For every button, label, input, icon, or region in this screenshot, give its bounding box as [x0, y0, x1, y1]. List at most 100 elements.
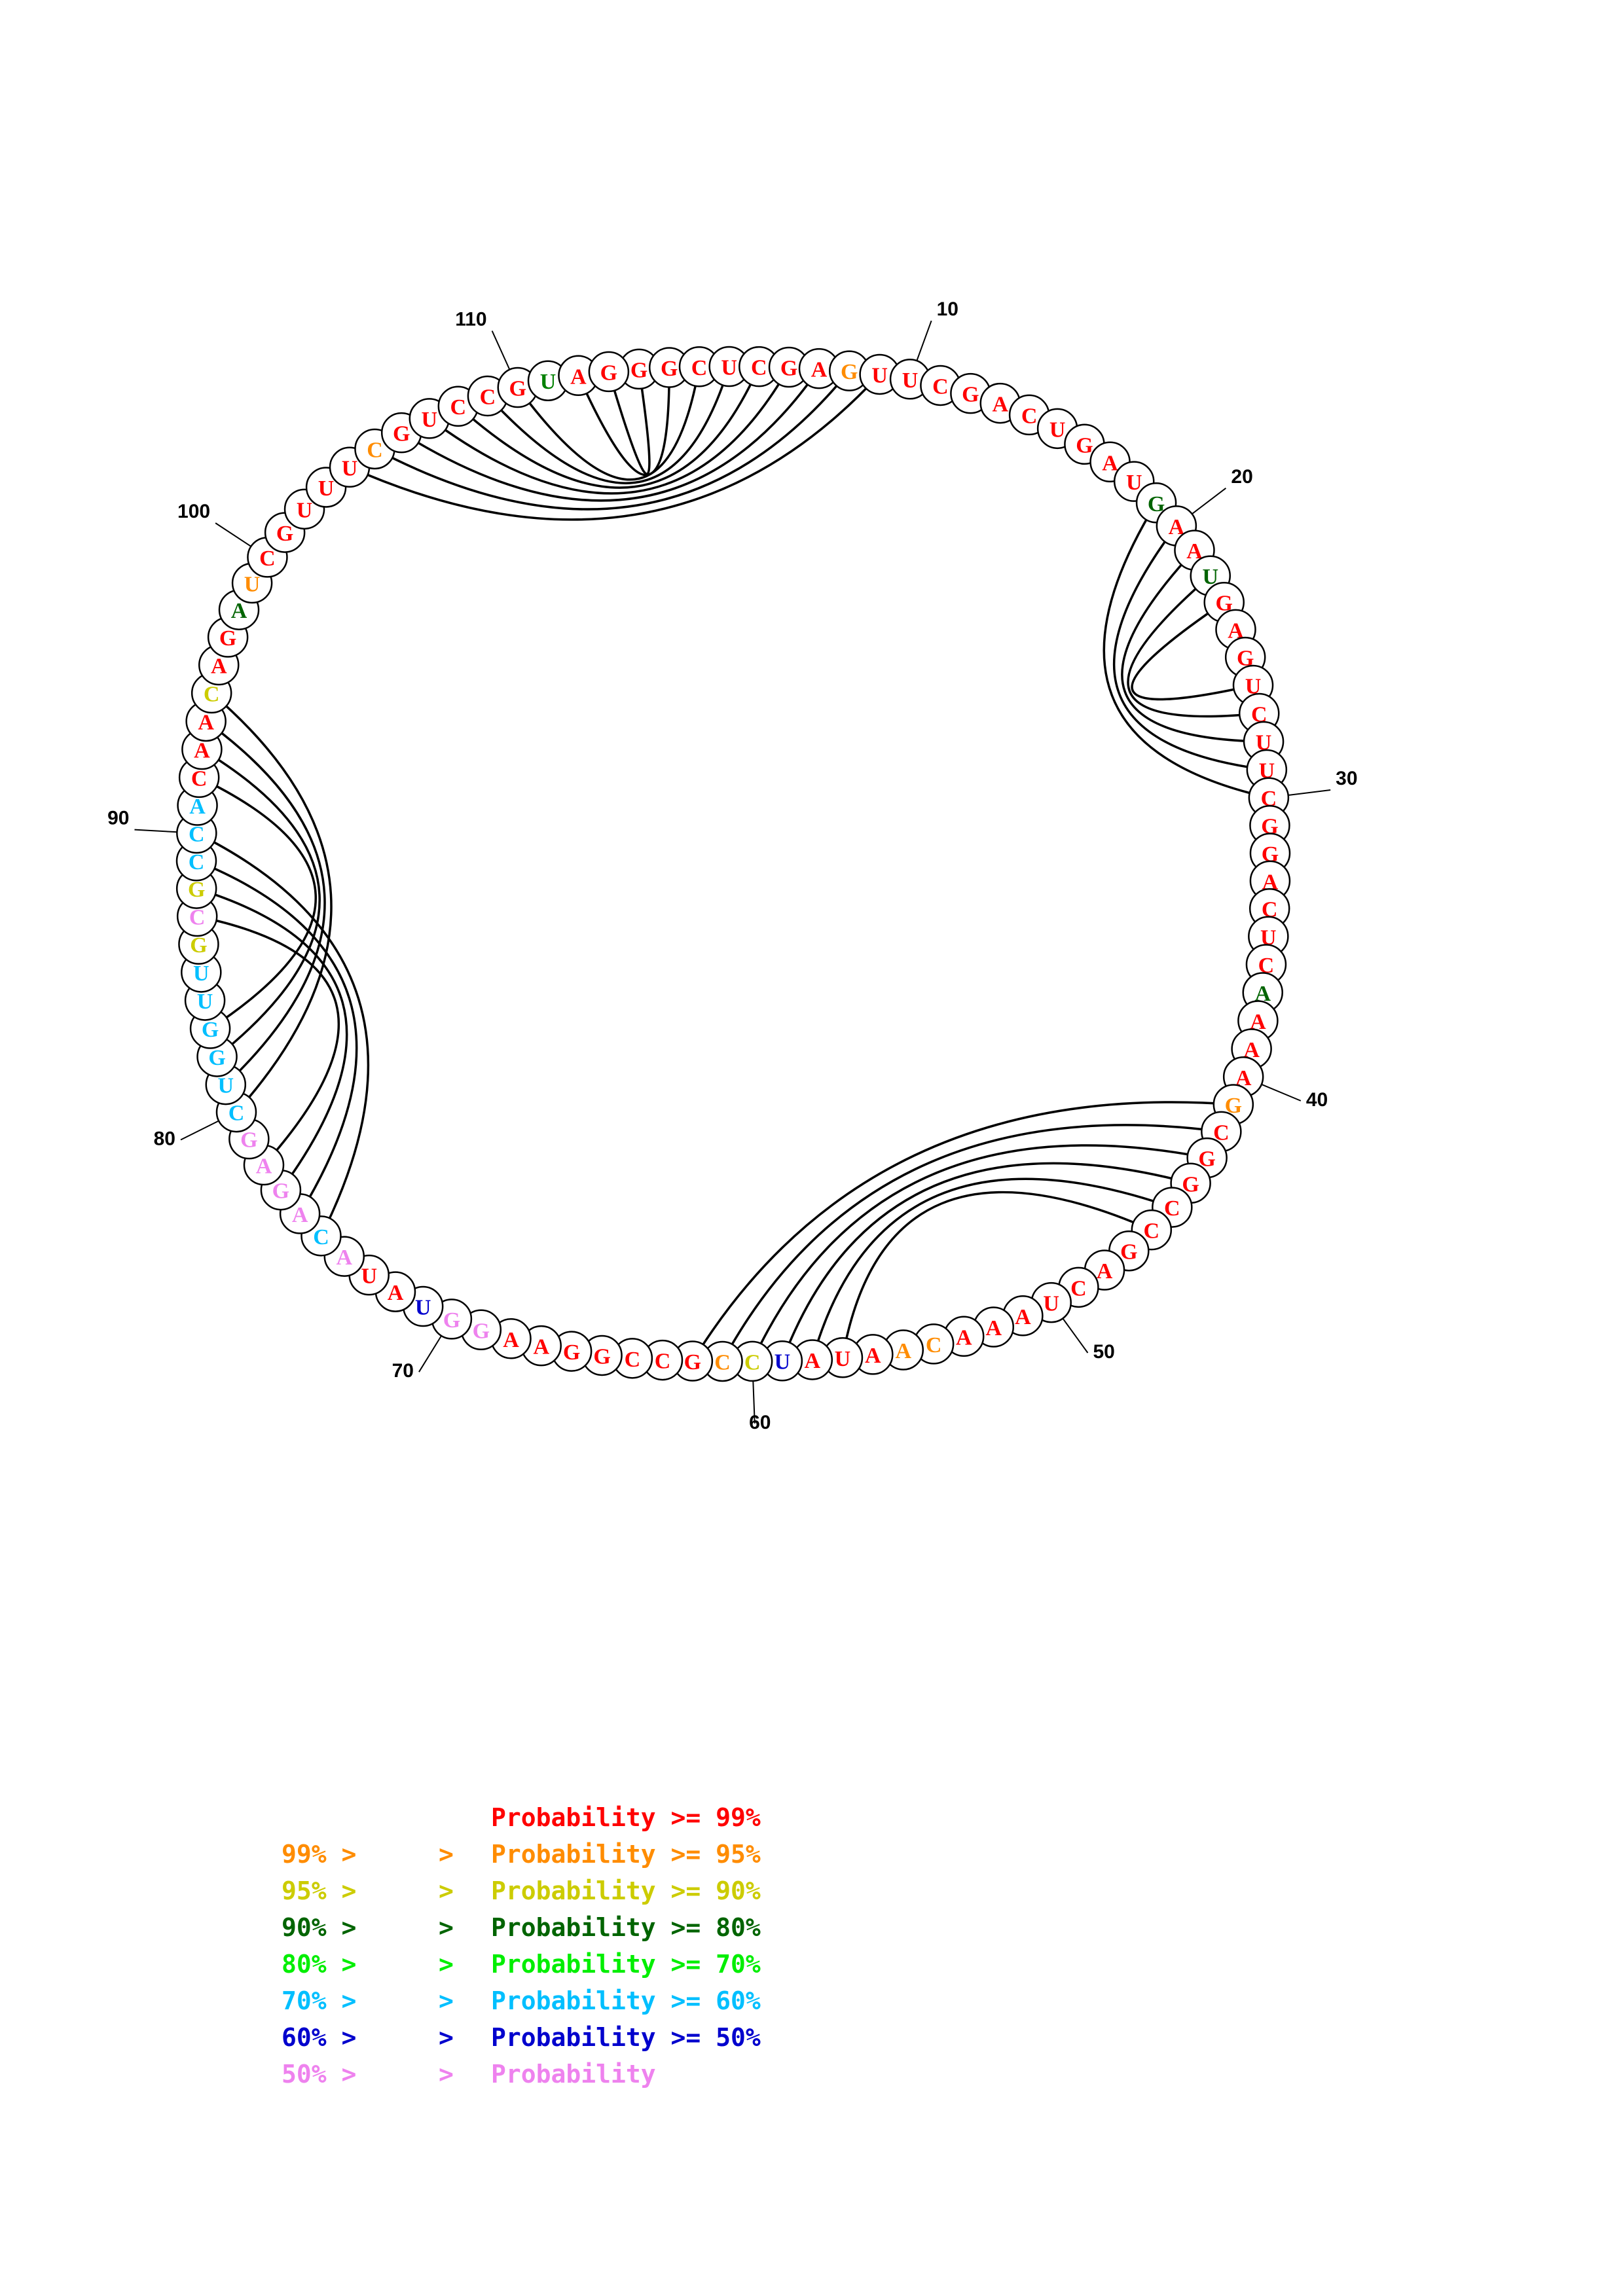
- svg-text:C: C: [480, 385, 496, 409]
- position-label-20: 20: [1231, 466, 1252, 488]
- svg-text:Probability: Probability: [491, 2060, 656, 2089]
- svg-text:G: G: [188, 878, 205, 902]
- svg-text:95% >: 95% >: [282, 1876, 356, 1905]
- svg-text:50% >: 50% >: [282, 2060, 356, 2089]
- svg-text:U: U: [297, 498, 313, 522]
- svg-text:C: C: [1021, 404, 1038, 428]
- svg-text:A: A: [1097, 1259, 1113, 1283]
- legend-item-1: 99% > > Probability >= 95%: [282, 1840, 761, 1869]
- svg-text:90% >: 90% >: [282, 1913, 356, 1942]
- svg-text:U: U: [342, 456, 358, 480]
- svg-text:A: A: [189, 795, 206, 819]
- svg-text:G: G: [600, 361, 617, 385]
- svg-text:G: G: [509, 377, 526, 401]
- svg-text:G: G: [661, 357, 678, 381]
- position-label-90: 90: [107, 808, 129, 829]
- position-label-10: 10: [937, 298, 958, 320]
- svg-text:A: A: [256, 1154, 272, 1178]
- svg-text:A: A: [811, 358, 828, 382]
- svg-text:>: >: [439, 1986, 454, 2015]
- svg-text:C: C: [714, 1350, 731, 1374]
- svg-text:G: G: [630, 358, 647, 382]
- svg-text:U: U: [835, 1347, 851, 1371]
- svg-text:G: G: [780, 357, 797, 381]
- svg-text:C: C: [228, 1102, 245, 1126]
- svg-text:Probability >= 70%: Probability >= 70%: [491, 1950, 761, 1979]
- svg-text:Probability >= 60%: Probability >= 60%: [491, 1986, 761, 2015]
- svg-text:U: U: [871, 363, 888, 387]
- svg-text:Probability >= 99%: Probability >= 99%: [491, 1803, 761, 1832]
- svg-text:A: A: [336, 1246, 352, 1270]
- legend-item-2: 95% > > Probability >= 90%: [282, 1876, 761, 1905]
- svg-text:U: U: [193, 961, 210, 986]
- svg-text:70% >: 70% >: [282, 1986, 356, 2015]
- svg-text:U: U: [218, 1074, 234, 1098]
- svg-text:A: A: [231, 599, 247, 623]
- svg-text:A: A: [985, 1316, 1002, 1340]
- svg-text:G: G: [841, 360, 858, 384]
- position-tick-10: [917, 321, 931, 361]
- position-label-60: 60: [749, 1412, 771, 1433]
- position-number-labels: 10 20 30 40 50 60 70 80 90 100 110: [107, 298, 1357, 1433]
- svg-text:>: >: [439, 1950, 454, 1979]
- svg-text:A: A: [1102, 451, 1118, 475]
- svg-text:A: A: [388, 1281, 404, 1305]
- svg-text:C: C: [751, 356, 767, 380]
- position-label-80: 80: [154, 1128, 175, 1150]
- svg-text:G: G: [1076, 433, 1093, 457]
- svg-text:U: U: [361, 1265, 377, 1289]
- svg-text:C: C: [744, 1350, 761, 1374]
- position-label-50: 50: [1093, 1341, 1114, 1363]
- nucleotide-circles[interactable]: G G C U C G A G U U C G A CUGAUGAAUGAGUCUUCGGACUCAAAA…: [177, 347, 1290, 1381]
- svg-text:A: A: [198, 710, 214, 734]
- svg-text:U: U: [244, 572, 261, 596]
- svg-text:A: A: [805, 1349, 821, 1373]
- position-label-30: 30: [1336, 768, 1357, 789]
- svg-text:>: >: [439, 1840, 454, 1869]
- svg-text:A: A: [956, 1325, 972, 1350]
- svg-text:A: A: [533, 1335, 549, 1359]
- svg-text:G: G: [563, 1340, 580, 1365]
- svg-text:Probability >= 50%: Probability >= 50%: [491, 2023, 761, 2052]
- svg-text:C: C: [313, 1225, 329, 1249]
- svg-text:C: C: [189, 823, 205, 847]
- svg-text:A: A: [194, 738, 210, 762]
- svg-text:A: A: [211, 655, 227, 679]
- svg-text:U: U: [902, 368, 919, 393]
- position-tick-70: [419, 1336, 441, 1372]
- position-tick-110: [492, 331, 510, 370]
- svg-text:G: G: [272, 1179, 289, 1204]
- svg-text:G: G: [473, 1319, 490, 1343]
- svg-text:80% >: 80% >: [282, 1950, 356, 1979]
- svg-text:G: G: [593, 1344, 610, 1369]
- svg-text:U: U: [318, 476, 335, 501]
- svg-text:U: U: [721, 356, 737, 380]
- svg-text:G: G: [962, 383, 979, 407]
- probability-legend: Probability >= 99% 99% > > Probability >= 9…: [282, 1803, 761, 2089]
- legend-item-6: 60% > > Probability >= 50%: [282, 2023, 761, 2052]
- position-tick-40: [1262, 1085, 1301, 1101]
- svg-text:U: U: [775, 1350, 791, 1374]
- rna-structure-diagram: GGCUCGAGUUCGACUGAUGAAUGAGUCUUCGGACUCAAAA…: [0, 0, 1623, 2296]
- position-label-70: 70: [392, 1360, 414, 1382]
- legend-item-5: 70% > > Probability >= 60%: [282, 1986, 761, 2015]
- svg-text:C: C: [926, 1333, 942, 1357]
- legend-item-0: Probability >= 99%: [491, 1803, 761, 1832]
- svg-text:C: C: [655, 1350, 671, 1374]
- svg-text:A: A: [895, 1339, 911, 1363]
- svg-text:C: C: [191, 766, 208, 791]
- position-tick-80: [181, 1121, 219, 1139]
- svg-text:U: U: [1043, 1292, 1059, 1316]
- svg-text:G: G: [684, 1350, 701, 1374]
- nucleotide-113[interactable]: G: [589, 352, 629, 391]
- position-tick-100: [215, 523, 251, 547]
- svg-text:G: G: [1120, 1240, 1137, 1265]
- legend-item-4: 80% > > Probability >= 70%: [282, 1950, 761, 1979]
- svg-text:Probability >= 90%: Probability >= 90%: [491, 1876, 761, 1905]
- svg-text:A: A: [865, 1344, 881, 1368]
- svg-text:>: >: [439, 1913, 454, 1942]
- svg-text:G: G: [393, 422, 410, 446]
- svg-text:C: C: [189, 906, 206, 930]
- position-label-100: 100: [177, 501, 210, 522]
- position-label-40: 40: [1306, 1089, 1328, 1111]
